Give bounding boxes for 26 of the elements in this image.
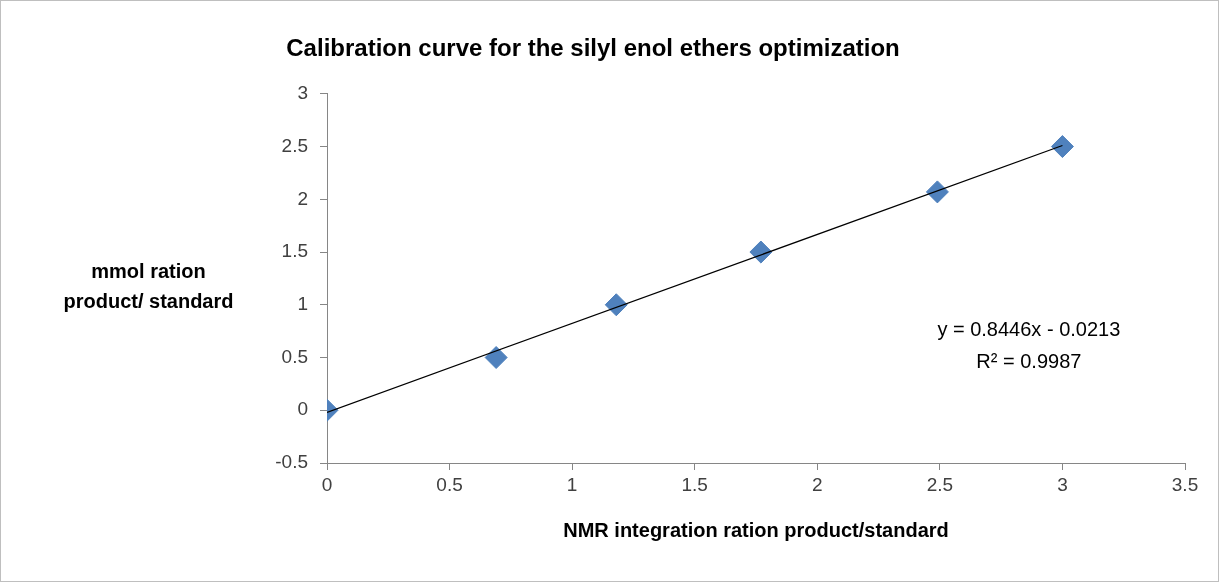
y-tick-label: 2.5: [281, 134, 308, 156]
annotation: R² = 0.9987: [976, 349, 1082, 372]
point: [925, 180, 949, 204]
y-tick-label: 0.5: [281, 345, 308, 367]
x-tick-label: 3: [1057, 473, 1068, 495]
x-tick-label: 1.5: [681, 473, 708, 495]
point: [1050, 135, 1074, 159]
x-tick-label: 1: [566, 473, 578, 495]
point: [604, 293, 628, 317]
chart-title: Calibration curve for the silyl enol ethers optimization: [286, 34, 900, 62]
y-tick-label: 1.5: [281, 240, 308, 262]
x-tick-label: 3.5: [1171, 473, 1199, 495]
point: [749, 240, 773, 264]
x-axis-title: NMR integration ration product/standard: [563, 518, 949, 541]
y-tick-label: 2: [297, 187, 308, 209]
point: [484, 346, 508, 370]
x-tick-label: 2: [812, 473, 823, 495]
y-axis-title: mmol ration product/ standard: [62, 259, 235, 314]
y-tick-label: -0.5: [275, 451, 308, 473]
y-tick-label: 1: [297, 293, 308, 315]
annotation: y = 0.8446x - 0.0213: [937, 317, 1121, 340]
y-tick-label: 0: [297, 398, 308, 420]
x-tick-label: 2.5: [926, 473, 954, 495]
x-tick-label: 0.5: [436, 473, 463, 495]
y-tick-label: 3: [297, 82, 308, 104]
x-tick-label: 0: [321, 473, 333, 495]
